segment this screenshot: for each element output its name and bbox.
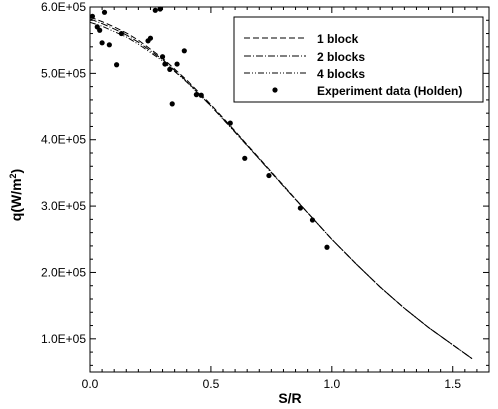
- series-line-3: [89, 21, 473, 360]
- x-tick-label: 0.5: [203, 377, 220, 391]
- series-line-2: [89, 18, 473, 360]
- x-axis-title: S/R: [278, 390, 301, 406]
- experiment-data-point: [162, 61, 168, 67]
- experiment-data-point: [99, 40, 105, 46]
- legend-label-experiment: Experiment data (Holden): [317, 84, 462, 98]
- y-tick-label: 4.0E+05: [41, 133, 86, 147]
- experiment-data-point: [181, 48, 187, 54]
- y-axis-title: q(W/m2): [8, 169, 24, 221]
- experiment-data-point: [174, 61, 180, 67]
- series-layer: [89, 6, 473, 360]
- experiment-data-point: [193, 92, 199, 98]
- legend: 1 block 2 blocks 4 blocks Experiment dat…: [233, 16, 484, 103]
- experiment-data-point: [167, 66, 173, 72]
- y-tick-label: 6.0E+05: [41, 0, 86, 14]
- legend-label-4-blocks: 4 blocks: [317, 67, 365, 81]
- experiment-data-point: [152, 7, 158, 13]
- experiment-data-point: [297, 205, 303, 211]
- experiment-data-point: [147, 35, 154, 41]
- experiment-data-point: [159, 54, 166, 60]
- experiment-data-point: [324, 244, 330, 250]
- y-tick-label: 3.0E+05: [41, 199, 86, 213]
- experiment-data-point: [106, 42, 112, 48]
- experiment-data-point: [266, 172, 272, 179]
- experiment-data-point: [198, 92, 204, 98]
- experiment-data-point: [242, 155, 248, 161]
- experiment-data-point: [97, 27, 103, 33]
- y-tick-label: 5.0E+05: [41, 66, 86, 80]
- axis-ticks: 0.0 0.5 1.0 1.5 1.0E+05 2.0E+05 3.0E+05 4.0E+05…: [41, 0, 489, 391]
- experiment-data-point: [169, 101, 175, 107]
- experiment-data-point: [114, 62, 120, 68]
- y-tick-label: 1.0E+05: [41, 332, 86, 346]
- experiment-data-point: [89, 13, 96, 19]
- experiment-data-point: [157, 6, 163, 12]
- x-tick-label: 1.0: [323, 377, 340, 391]
- y-tick-label: 2.0E+05: [41, 265, 86, 279]
- legend-marker-experiment: [272, 87, 278, 93]
- legend-label-1-block: 1 block: [317, 32, 359, 46]
- x-tick-label: 1.5: [444, 377, 461, 391]
- legend-label-2-blocks: 2 blocks: [317, 50, 365, 64]
- x-tick-label: 0.0: [82, 377, 99, 391]
- experiment-data-point: [309, 217, 316, 223]
- plot-frame: [89, 6, 490, 373]
- experiment-data-point: [101, 9, 108, 15]
- experiment-data-point: [118, 30, 125, 37]
- experiment-data-point: [227, 120, 233, 126]
